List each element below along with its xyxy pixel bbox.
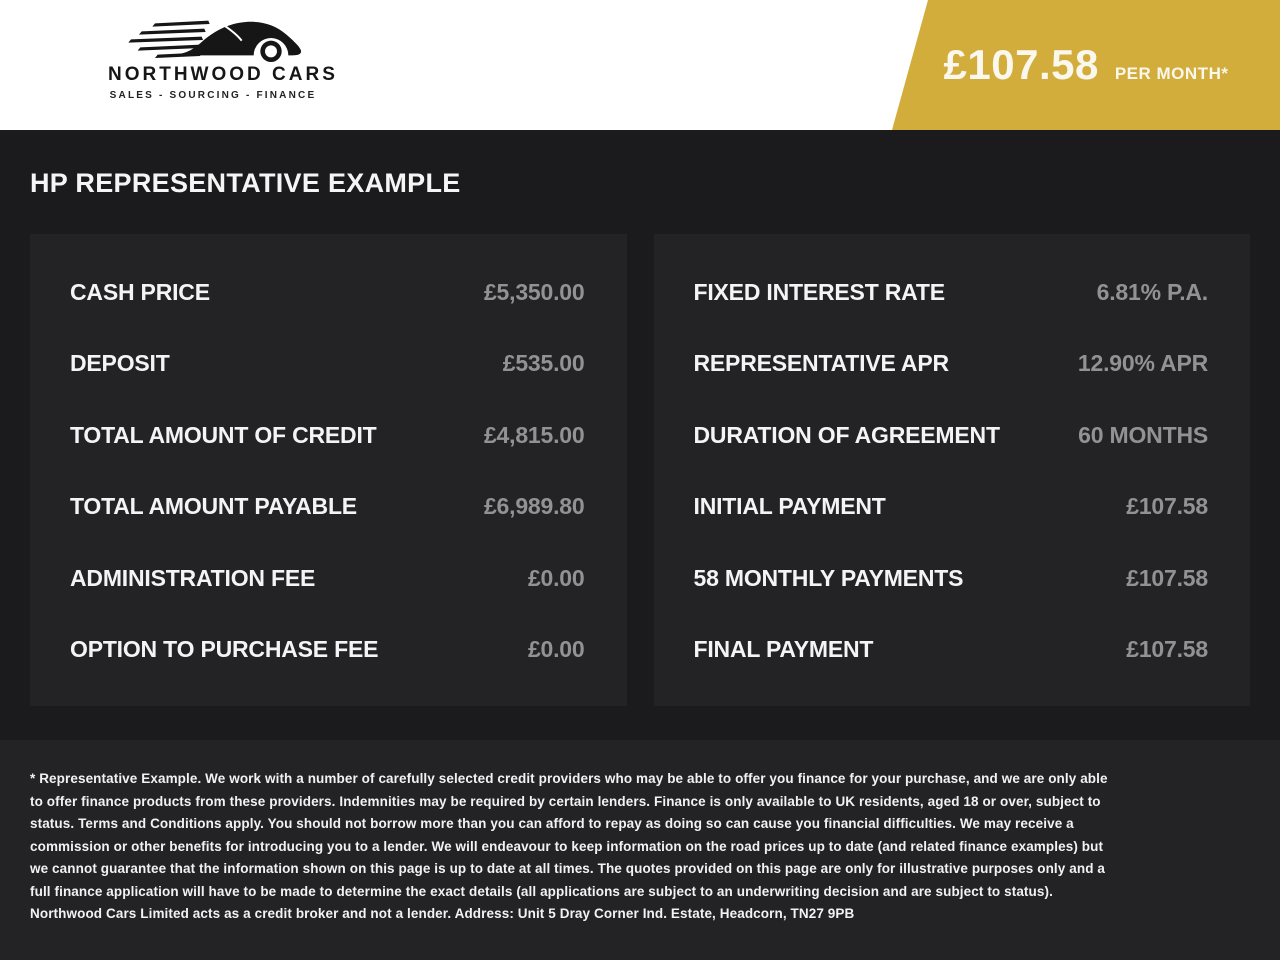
finance-row: REPRESENTATIVE APR 12.90% APR [694, 343, 1209, 385]
row-label: ADMINISTRATION FEE [70, 564, 316, 591]
row-label: TOTAL AMOUNT PAYABLE [70, 493, 357, 520]
row-label: 58 MONTHLY PAYMENTS [693, 564, 964, 591]
finance-row: 58 MONTHLY PAYMENTS £107.58 [694, 557, 1209, 599]
finance-row: FIXED INTEREST RATE 6.81% P.A. [694, 271, 1209, 313]
row-value: £0.00 [527, 636, 585, 663]
finance-row: TOTAL AMOUNT OF CREDIT £4,815.00 [70, 414, 585, 456]
row-value: £0.00 [527, 564, 585, 591]
finance-row: CASH PRICE £5,350.00 [70, 271, 585, 313]
row-value: 6.81% P.A. [1096, 278, 1209, 305]
finance-panel-left: CASH PRICE £5,350.00 DEPOSIT £535.00 TOT… [30, 234, 627, 706]
finance-row: FINAL PAYMENT £107.58 [694, 629, 1209, 671]
row-value: £107.58 [1126, 636, 1208, 663]
row-value: £4,815.00 [483, 421, 585, 448]
price-period: PER MONTH* [1114, 64, 1229, 83]
row-value: £107.58 [1126, 493, 1208, 520]
row-value: 60 MONTHS [1078, 421, 1208, 448]
finance-row: TOTAL AMOUNT PAYABLE £6,989.80 [70, 486, 585, 528]
row-label: DURATION OF AGREEMENT [693, 421, 1000, 448]
row-label: OPTION TO PURCHASE FEE [70, 636, 379, 663]
row-value: £107.58 [1126, 564, 1208, 591]
finance-panel-right: FIXED INTEREST RATE 6.81% P.A. REPRESENT… [653, 234, 1250, 706]
price-banner: £107.58 PER MONTH* [892, 0, 1280, 130]
disclaimer-text: * Representative Example. We work with a… [30, 771, 1108, 921]
row-label: FIXED INTEREST RATE [693, 278, 946, 305]
row-value: 12.90% APR [1077, 350, 1208, 377]
car-icon [128, 20, 302, 62]
logo-name: NORTHWOOD CARS [108, 64, 338, 85]
row-label: CASH PRICE [70, 278, 210, 305]
header: NORTHWOOD CARS SALES - SOURCING - FINANC… [0, 0, 1280, 130]
dealer-logo: NORTHWOOD CARS SALES - SOURCING - FINANC… [108, 14, 338, 101]
row-label: DEPOSIT [70, 350, 170, 377]
page-title: HP REPRESENTATIVE EXAMPLE [30, 168, 461, 198]
row-label: FINAL PAYMENT [693, 636, 874, 663]
row-label: INITIAL PAYMENT [693, 493, 886, 520]
row-label: TOTAL AMOUNT OF CREDIT [70, 421, 377, 448]
row-value: £535.00 [502, 350, 585, 377]
finance-panels: CASH PRICE £5,350.00 DEPOSIT £535.00 TOT… [30, 234, 1250, 706]
row-value: £6,989.80 [483, 493, 585, 520]
footer: * Representative Example. We work with a… [0, 740, 1280, 960]
row-value: £5,350.00 [483, 278, 585, 305]
row-label: REPRESENTATIVE APR [693, 350, 950, 377]
finance-row: DURATION OF AGREEMENT 60 MONTHS [694, 414, 1209, 456]
finance-row: DEPOSIT £535.00 [70, 343, 585, 385]
price-amount: £107.58 [943, 41, 1099, 88]
finance-row: INITIAL PAYMENT £107.58 [694, 486, 1209, 528]
finance-row: OPTION TO PURCHASE FEE £0.00 [70, 629, 585, 671]
main-content: HP REPRESENTATIVE EXAMPLE CASH PRICE £5,… [0, 130, 1280, 706]
finance-row: ADMINISTRATION FEE £0.00 [70, 557, 585, 599]
logo-tagline: SALES - SOURCING - FINANCE [109, 90, 317, 101]
